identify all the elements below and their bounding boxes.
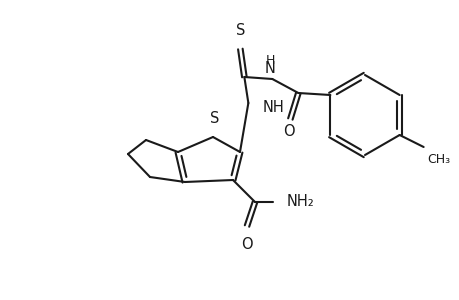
Text: H: H <box>265 54 274 67</box>
Text: O: O <box>241 237 252 252</box>
Text: NH: NH <box>262 100 284 115</box>
Text: NH₂: NH₂ <box>286 194 314 208</box>
Text: S: S <box>235 23 245 38</box>
Text: O: O <box>283 124 295 139</box>
Text: S: S <box>210 111 219 126</box>
Text: N: N <box>264 61 275 76</box>
Text: CH₃: CH₃ <box>427 153 450 166</box>
